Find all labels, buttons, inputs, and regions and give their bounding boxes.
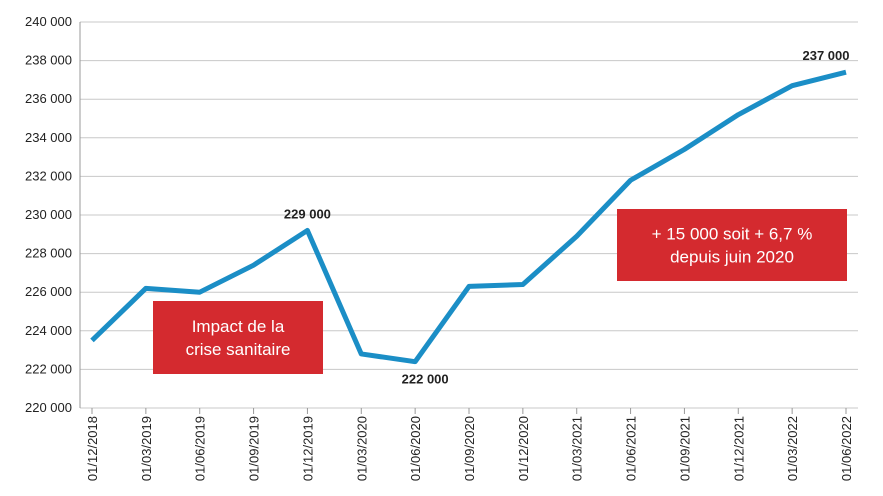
x-tick-label: 01/09/2021 bbox=[677, 416, 692, 481]
x-tick-label: 01/06/2019 bbox=[193, 416, 208, 481]
y-tick-label: 224 000 bbox=[25, 323, 72, 338]
annotation-box bbox=[153, 301, 323, 374]
x-tick-label: 01/09/2019 bbox=[247, 416, 262, 481]
y-tick-label: 236 000 bbox=[25, 91, 72, 106]
x-tick-label: 01/06/2020 bbox=[408, 416, 423, 481]
y-tick-label: 234 000 bbox=[25, 130, 72, 145]
x-tick-label: 01/03/2020 bbox=[354, 416, 369, 481]
annotation-text: + 15 000 soit + 6,7 % bbox=[652, 225, 813, 244]
x-tick-label: 01/03/2022 bbox=[785, 416, 800, 481]
x-tick-label: 01/03/2021 bbox=[570, 416, 585, 481]
x-tick-label: 01/03/2019 bbox=[139, 416, 154, 481]
x-tick-label: 01/12/2021 bbox=[731, 416, 746, 481]
x-tick-label: 01/12/2018 bbox=[85, 416, 100, 481]
annotation-text: crise sanitaire bbox=[186, 340, 291, 359]
data-label: 222 000 bbox=[402, 372, 449, 387]
line-series bbox=[90, 69, 847, 365]
y-tick-label: 228 000 bbox=[25, 246, 72, 261]
x-tick-label: 01/06/2021 bbox=[624, 416, 639, 481]
y-tick-label: 240 000 bbox=[25, 14, 72, 29]
y-tick-label: 232 000 bbox=[25, 168, 72, 183]
annotation-text: Impact de la bbox=[192, 317, 285, 336]
annotation-text: depuis juin 2020 bbox=[670, 248, 794, 267]
y-tick-label: 238 000 bbox=[25, 53, 72, 68]
y-tick-label: 222 000 bbox=[25, 361, 72, 376]
data-label: 237 000 bbox=[803, 48, 850, 63]
y-tick-label: 230 000 bbox=[25, 207, 72, 222]
data-label: 229 000 bbox=[284, 206, 331, 221]
y-tick-label: 220 000 bbox=[25, 400, 72, 415]
x-tick-label: 01/12/2019 bbox=[300, 416, 315, 481]
y-tick-label: 226 000 bbox=[25, 284, 72, 299]
annotation-box bbox=[617, 209, 847, 281]
x-tick-label: 01/12/2020 bbox=[516, 416, 531, 481]
x-tick-label: 01/06/2022 bbox=[839, 416, 854, 481]
x-tick-label: 01/09/2020 bbox=[462, 416, 477, 481]
